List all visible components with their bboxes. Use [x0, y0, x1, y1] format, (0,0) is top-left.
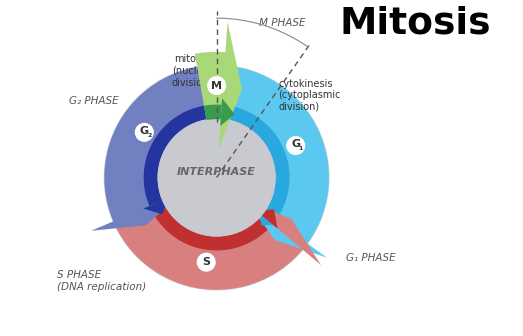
- Polygon shape: [220, 98, 235, 126]
- Text: 1: 1: [299, 146, 303, 151]
- Polygon shape: [91, 191, 185, 231]
- Circle shape: [207, 76, 226, 95]
- Polygon shape: [258, 208, 281, 225]
- Text: 2: 2: [147, 133, 152, 138]
- Polygon shape: [256, 209, 278, 228]
- Polygon shape: [244, 198, 327, 258]
- Polygon shape: [195, 52, 232, 120]
- Text: G₂ PHASE: G₂ PHASE: [69, 96, 118, 106]
- Text: mitosis
(nuclear
division): mitosis (nuclear division): [172, 54, 212, 87]
- Circle shape: [197, 253, 216, 272]
- Text: cytokinesis
(cytoplasmic
division): cytokinesis (cytoplasmic division): [278, 79, 341, 112]
- Polygon shape: [219, 22, 242, 150]
- Polygon shape: [115, 202, 305, 290]
- Polygon shape: [143, 198, 169, 214]
- Polygon shape: [105, 66, 214, 225]
- Text: G: G: [140, 126, 149, 136]
- Polygon shape: [144, 104, 214, 208]
- Polygon shape: [204, 104, 225, 120]
- Text: G₁ PHASE: G₁ PHASE: [346, 253, 395, 263]
- Text: M: M: [211, 81, 222, 90]
- Polygon shape: [243, 200, 321, 265]
- Text: S PHASE
(DNA replication): S PHASE (DNA replication): [58, 270, 146, 292]
- Text: G: G: [291, 139, 300, 150]
- Circle shape: [105, 65, 329, 290]
- Text: Mitosis: Mitosis: [339, 6, 491, 42]
- Text: INTERPHASE: INTERPHASE: [177, 167, 256, 177]
- Polygon shape: [151, 202, 274, 250]
- Polygon shape: [219, 66, 329, 247]
- Polygon shape: [219, 104, 290, 222]
- Text: M PHASE: M PHASE: [259, 18, 306, 28]
- Circle shape: [135, 123, 154, 142]
- Text: S: S: [202, 257, 210, 267]
- Circle shape: [158, 119, 275, 236]
- Circle shape: [286, 136, 305, 155]
- Circle shape: [158, 119, 275, 236]
